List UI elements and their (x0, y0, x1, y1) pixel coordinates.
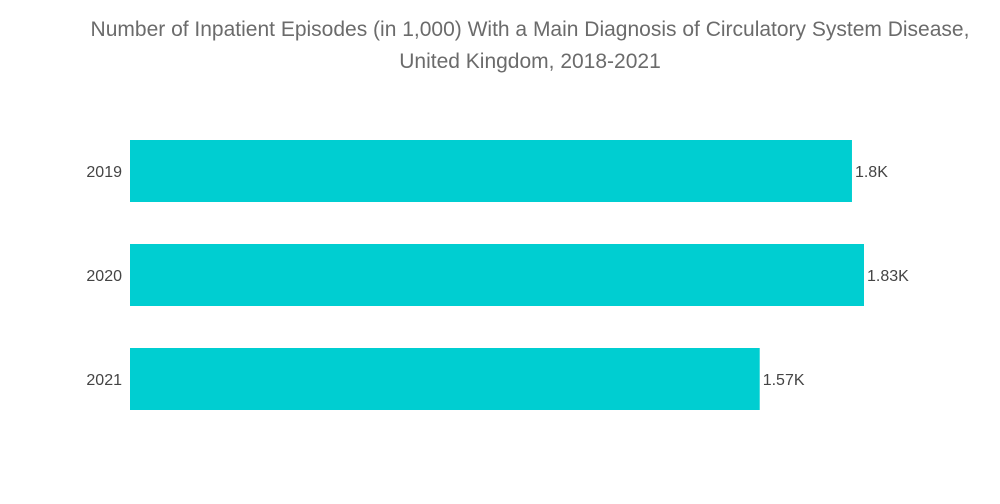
value-label-2020: 1.83K (867, 268, 909, 285)
bar-2019 (130, 140, 852, 202)
value-label-2019: 1.8K (855, 164, 888, 181)
value-labels: 1.8K 1.83K 1.57K (763, 164, 909, 389)
bar-2020 (130, 244, 864, 306)
category-label-2021: 2021 (86, 372, 122, 389)
category-label-2020: 2020 (86, 268, 122, 285)
category-labels: 2019 2020 2021 (86, 164, 122, 389)
bar-2021 (130, 348, 760, 410)
value-label-2021: 1.57K (763, 372, 805, 389)
bars-group (130, 140, 864, 410)
category-label-2019: 2019 (86, 164, 122, 181)
chart-title: Number of Inpatient Episodes (in 1,000) … (90, 18, 970, 73)
